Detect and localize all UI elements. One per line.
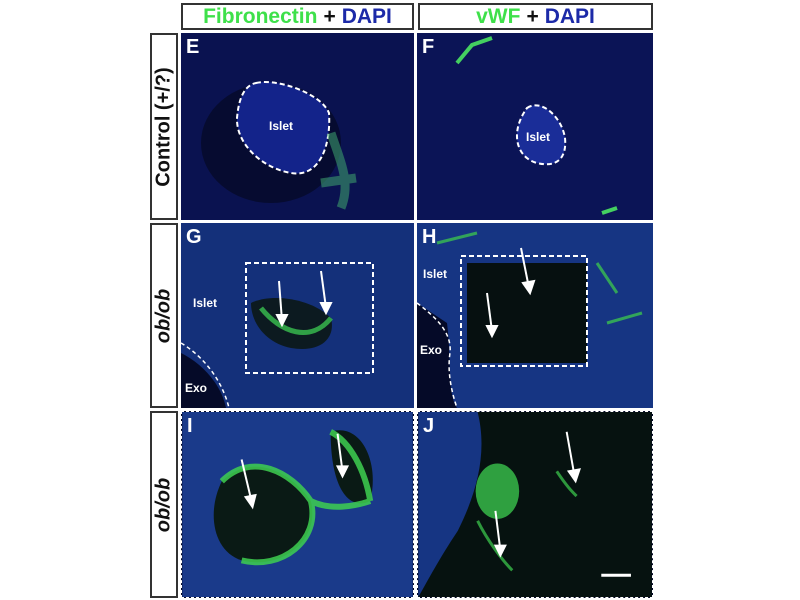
panel-g: G Islet Exo	[181, 223, 414, 408]
plus-sign: +	[323, 4, 336, 28]
column-header-vwf: vWF + DAPI	[418, 3, 653, 30]
stain-label: vWF	[476, 4, 521, 28]
arrow-icon	[275, 270, 333, 328]
panel-e: E Islet	[181, 33, 414, 220]
arrow-icon	[493, 431, 581, 558]
exocrine-label: Exo	[420, 343, 443, 357]
panel-f: F Islet	[417, 33, 653, 220]
region-label: Islet	[423, 267, 448, 281]
counterstain-label: DAPI	[544, 4, 595, 28]
panel-letter: F	[422, 36, 435, 58]
row-label-text: ob/ob	[152, 477, 175, 532]
micrograph-e	[181, 33, 414, 220]
column-header-fibronectin: Fibronectin + DAPI	[181, 3, 414, 30]
arrow-icon	[485, 247, 536, 339]
plus-sign: +	[526, 4, 539, 28]
panel-letter: J	[423, 415, 435, 437]
stain-label: Fibronectin	[203, 4, 318, 28]
panel-letter: G	[186, 226, 202, 248]
micrograph-f	[417, 33, 653, 220]
exocrine-label: Exo	[185, 381, 208, 395]
row-label-text: ob/ob	[152, 288, 175, 343]
region-label: Islet	[269, 119, 294, 133]
panel-h: H Islet Exo	[417, 223, 653, 408]
region-label: Islet	[526, 130, 551, 144]
row-label-obob: ob/ob	[150, 223, 178, 408]
panel-letter: I	[187, 415, 193, 437]
row-label-control: Control (+/?)	[150, 33, 178, 220]
panel-i: I	[181, 411, 414, 598]
micrograph-g	[181, 223, 414, 408]
arrow-icon	[240, 433, 350, 510]
row-label-text: Control (+/?)	[152, 66, 175, 187]
panel-letter: E	[186, 36, 200, 58]
micrograph-j	[418, 412, 652, 597]
micrograph-h	[417, 223, 653, 408]
counterstain-label: DAPI	[341, 4, 392, 28]
row-label-obob-zoom: ob/ob	[150, 411, 178, 598]
micrograph-i	[182, 412, 413, 597]
panel-j: J	[417, 411, 653, 598]
region-label: Islet	[193, 296, 218, 310]
panel-letter: H	[422, 226, 437, 248]
